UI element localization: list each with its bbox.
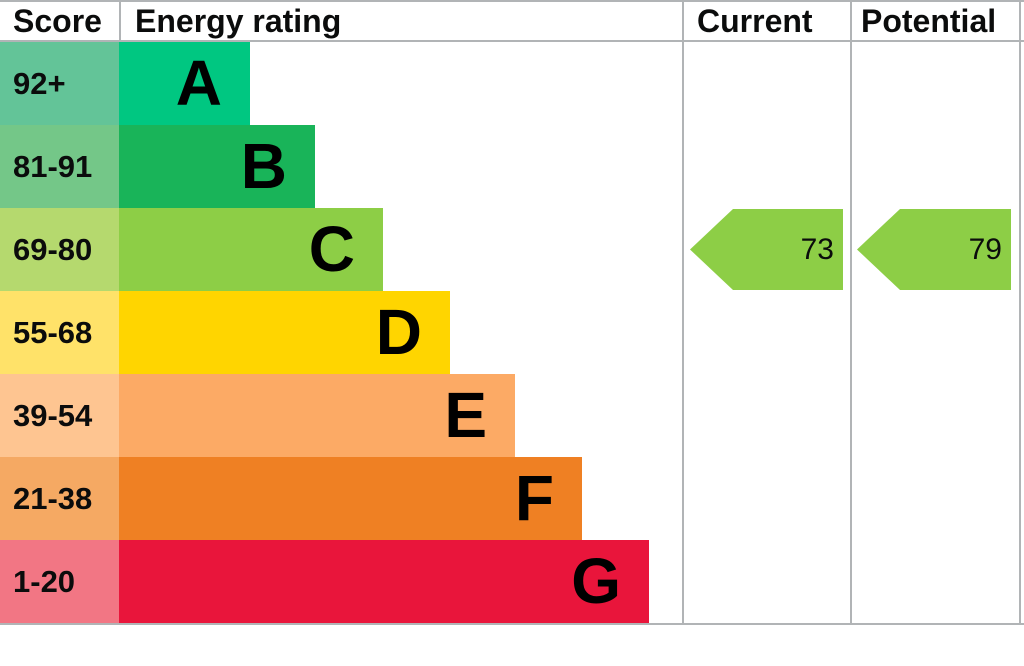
band-score-label: 92+ xyxy=(13,65,66,101)
bottom-border xyxy=(0,623,1024,625)
current-column-divider xyxy=(682,0,684,623)
band-letter: A xyxy=(175,47,222,119)
current-column-header: Current xyxy=(697,3,813,39)
band-row-a: 92+ A xyxy=(0,42,1024,125)
band-row-d: 55-68 D xyxy=(0,291,1024,374)
band-score-cell: 1-20 xyxy=(0,540,119,623)
band-letter: D xyxy=(375,296,422,368)
band-letter: E xyxy=(444,379,487,451)
band-bar: G xyxy=(119,540,649,623)
band-row-c: 69-80 C xyxy=(0,208,1024,291)
band-row-b: 81-91 B xyxy=(0,125,1024,208)
band-score-label: 39-54 xyxy=(13,397,93,433)
band-score-label: 55-68 xyxy=(13,314,93,350)
band-bar: E xyxy=(119,374,515,457)
score-column-header: Score xyxy=(13,3,102,39)
band-score-label: 81-91 xyxy=(13,148,93,184)
band-score-label: 69-80 xyxy=(13,231,93,267)
band-score-label: 21-38 xyxy=(13,480,93,516)
potential-column-divider xyxy=(850,0,852,623)
band-score-cell: 81-91 xyxy=(0,125,119,208)
potential-rating-value: 79 xyxy=(968,232,1002,266)
energy-rating-column-header: Energy rating xyxy=(135,3,342,39)
band-letter: F xyxy=(514,462,554,534)
band-bar: F xyxy=(119,457,582,540)
band-score-cell: 69-80 xyxy=(0,208,119,291)
current-rating-value: 73 xyxy=(800,232,834,266)
band-row-e: 39-54 E xyxy=(0,374,1024,457)
potential-column-header: Potential xyxy=(861,3,997,39)
band-score-cell: 39-54 xyxy=(0,374,119,457)
band-letter: C xyxy=(308,213,355,285)
band-letter: B xyxy=(240,130,287,202)
header-divider xyxy=(0,40,1024,42)
band-score-cell: 21-38 xyxy=(0,457,119,540)
top-border xyxy=(0,0,1024,2)
band-score-label: 1-20 xyxy=(13,563,76,599)
band-bar: A xyxy=(119,42,250,125)
band-score-cell: 92+ xyxy=(0,42,119,125)
band-bar: B xyxy=(119,125,315,208)
band-row-f: 21-38 F xyxy=(0,457,1024,540)
band-bar: C xyxy=(119,208,383,291)
score-column-divider xyxy=(119,0,121,40)
band-score-cell: 55-68 xyxy=(0,291,119,374)
band-bar: D xyxy=(119,291,450,374)
right-border xyxy=(1019,0,1021,623)
band-letter: G xyxy=(571,545,621,617)
band-row-g: 1-20 G xyxy=(0,540,1024,623)
